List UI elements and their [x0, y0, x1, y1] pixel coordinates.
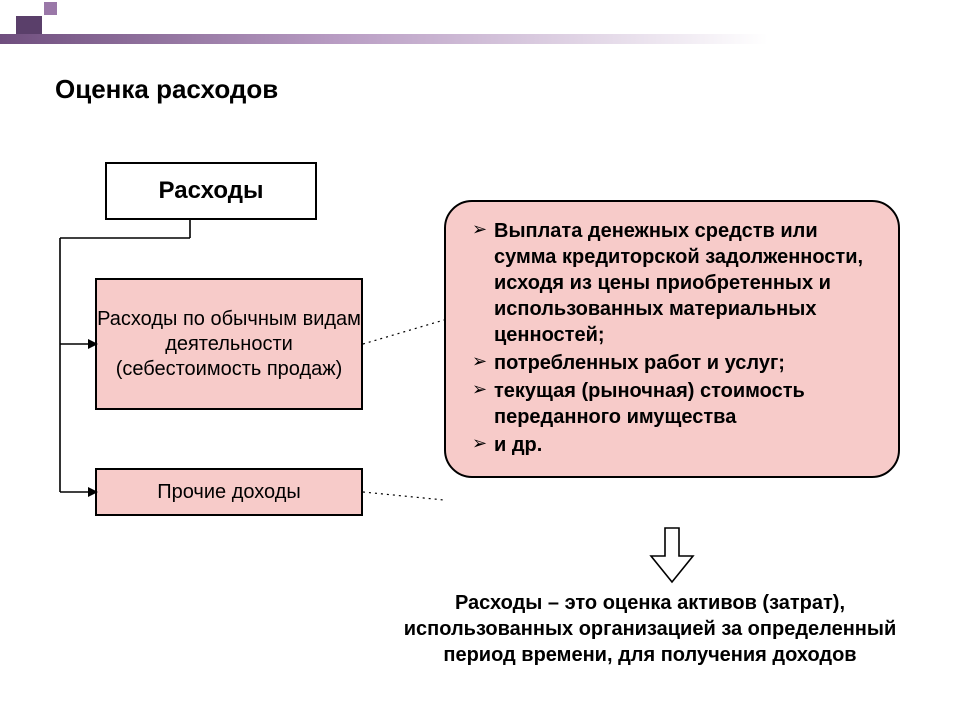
node-ordinary-expenses: Расходы по обычным видам деятельности (с…: [95, 278, 363, 410]
top-gradient-bar: [0, 34, 960, 44]
node-root: Расходы: [105, 162, 317, 220]
info-item: текущая (рыночная) стоимость переданного…: [472, 378, 878, 430]
info-panel: Выплата денежных средств или сумма креди…: [444, 200, 900, 478]
dotted-connectors: [363, 320, 444, 500]
info-item: и др.: [472, 432, 878, 458]
deco-square-small: [44, 2, 57, 15]
info-item: потребленных работ и услуг;: [472, 350, 878, 376]
down-arrow-icon: [651, 528, 693, 582]
definition-text: Расходы – это оценка активов (затрат), и…: [390, 590, 910, 668]
page-title: Оценка расходов: [55, 74, 278, 105]
info-item: Выплата денежных средств или сумма креди…: [472, 218, 878, 348]
node-other-income: Прочие доходы: [95, 468, 363, 516]
info-list: Выплата денежных средств или сумма креди…: [472, 218, 878, 458]
